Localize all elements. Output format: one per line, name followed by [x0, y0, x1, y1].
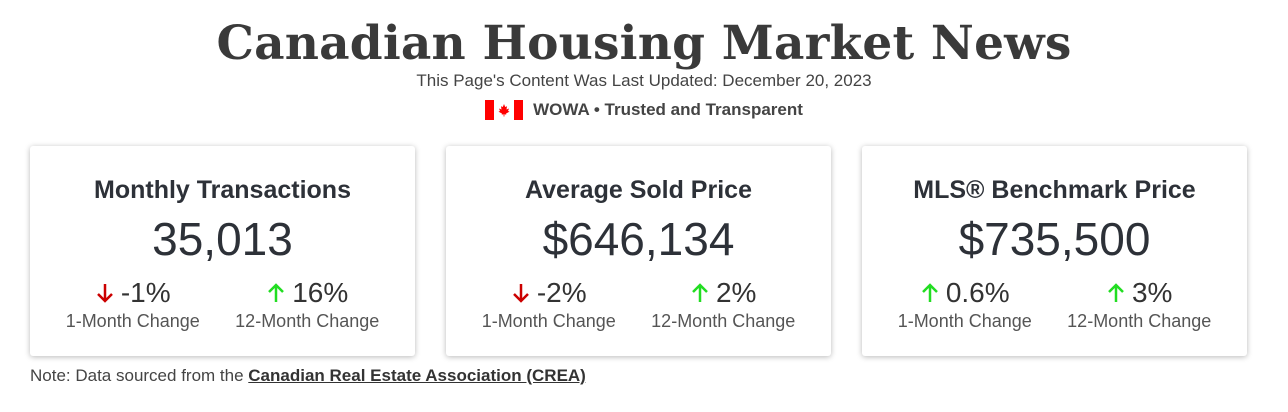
card-value: 35,013: [152, 213, 293, 265]
arrow-up-icon: [266, 282, 286, 304]
change-value: 0.6%: [945, 277, 1010, 308]
change-value: 16%: [292, 277, 349, 308]
changes-row: -1% 1-Month Change 16% 12-Month Change: [30, 278, 415, 332]
stat-card: Average Sold Price $646,134 -2% 1-Month …: [446, 146, 831, 356]
changes-row: -2% 1-Month Change 2% 12-Month Change: [446, 278, 831, 332]
card-title: MLS® Benchmark Price: [913, 176, 1196, 204]
change-value: -2%: [536, 277, 587, 308]
crea-link[interactable]: Canadian Real Estate Association (CREA): [248, 366, 586, 385]
last-updated-text: This Page's Content Was Last Updated: De…: [416, 71, 872, 90]
arrow-up-icon: [1106, 282, 1126, 304]
change-item: -2% 1-Month Change: [482, 278, 616, 332]
change-label: 1-Month Change: [65, 311, 200, 331]
arrow-up-icon: [690, 282, 710, 304]
stats-cards: Monthly Transactions 35,013 -1% 1-Month …: [30, 146, 1247, 356]
source-note: Note: Data sourced from the Canadian Rea…: [30, 366, 586, 386]
stat-card: Monthly Transactions 35,013 -1% 1-Month …: [30, 146, 415, 356]
change-value: 2%: [715, 277, 757, 308]
stat-card: MLS® Benchmark Price $735,500 0.6% 1-Mon…: [862, 146, 1247, 356]
change-item: 16% 12-Month Change: [235, 278, 379, 332]
change-label: 12-Month Change: [651, 311, 796, 331]
change-label: 12-Month Change: [235, 311, 380, 331]
change-item: -1% 1-Month Change: [66, 278, 200, 332]
arrow-up-icon: [920, 282, 940, 304]
change-label: 1-Month Change: [481, 311, 616, 331]
change-label: 1-Month Change: [897, 311, 1032, 331]
arrow-down-icon: [95, 282, 115, 304]
brand-text: WOWA • Trusted and Transparent: [533, 100, 803, 119]
page-title: Canadian Housing Market News: [216, 16, 1072, 71]
change-value: -1%: [120, 277, 171, 308]
note-prefix: Note: Data sourced from the: [30, 366, 249, 385]
changes-row: 0.6% 1-Month Change 3% 12-Month Change: [862, 278, 1247, 332]
change-item: 0.6% 1-Month Change: [898, 278, 1032, 332]
change-item: 3% 12-Month Change: [1067, 278, 1211, 332]
change-label: 12-Month Change: [1067, 311, 1212, 331]
card-value: $646,134: [542, 213, 735, 265]
arrow-down-icon: [511, 282, 531, 304]
card-title: Average Sold Price: [525, 176, 752, 204]
page-header: Canadian Housing Market News This Page's…: [0, 0, 1288, 121]
card-title: Monthly Transactions: [94, 176, 351, 204]
card-value: $735,500: [958, 213, 1151, 265]
change-value: 3%: [1131, 277, 1173, 308]
brand-line: WOWA • Trusted and Transparent: [0, 99, 1288, 121]
canada-flag-icon: [485, 100, 524, 120]
change-item: 2% 12-Month Change: [651, 278, 795, 332]
